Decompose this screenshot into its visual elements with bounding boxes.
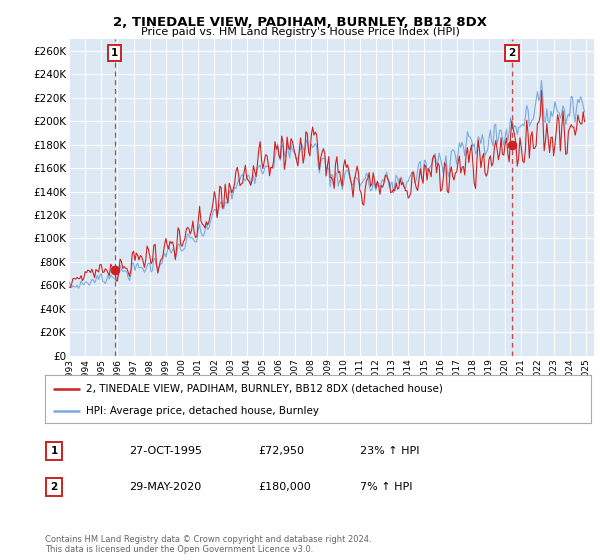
Text: 29-MAY-2020: 29-MAY-2020	[129, 482, 201, 492]
Text: Contains HM Land Registry data © Crown copyright and database right 2024.
This d: Contains HM Land Registry data © Crown c…	[45, 535, 371, 554]
Text: 2: 2	[50, 482, 58, 492]
Text: £72,950: £72,950	[258, 446, 304, 456]
Text: 27-OCT-1995: 27-OCT-1995	[129, 446, 202, 456]
Text: 2: 2	[508, 48, 515, 58]
Text: £180,000: £180,000	[258, 482, 311, 492]
Text: 2, TINEDALE VIEW, PADIHAM, BURNLEY, BB12 8DX (detached house): 2, TINEDALE VIEW, PADIHAM, BURNLEY, BB12…	[86, 384, 443, 394]
Text: HPI: Average price, detached house, Burnley: HPI: Average price, detached house, Burn…	[86, 406, 319, 416]
Text: 1: 1	[111, 48, 118, 58]
Text: 2, TINEDALE VIEW, PADIHAM, BURNLEY, BB12 8DX: 2, TINEDALE VIEW, PADIHAM, BURNLEY, BB12…	[113, 16, 487, 29]
Text: 7% ↑ HPI: 7% ↑ HPI	[360, 482, 413, 492]
Text: Price paid vs. HM Land Registry's House Price Index (HPI): Price paid vs. HM Land Registry's House …	[140, 27, 460, 37]
Text: 23% ↑ HPI: 23% ↑ HPI	[360, 446, 419, 456]
Text: 1: 1	[50, 446, 58, 456]
